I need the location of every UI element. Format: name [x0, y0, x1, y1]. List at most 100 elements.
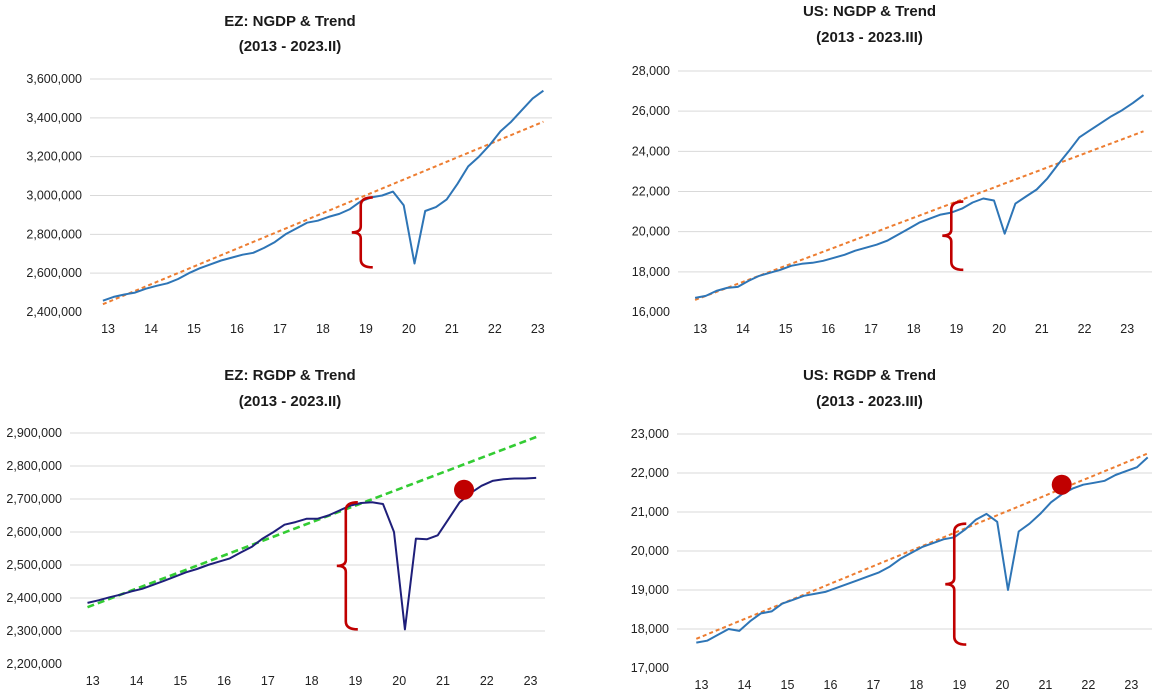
series-line-ngdp — [694, 94, 1145, 299]
chart-title: US: RGDP & Trend — [802, 367, 937, 384]
chart-panel-ez-rgdp: EZ: RGDP & Trend (2013 - 2023.II) 2,200,… — [0, 346, 580, 692]
y-tick-label: 2,700,000 — [6, 492, 62, 506]
x-tick-label: 20 — [392, 674, 406, 688]
chart-panel-us-rgdp: US: RGDP & Trend (2013 - 2023.III) 17,00… — [580, 346, 1159, 692]
x-tick-label: 13 — [695, 678, 709, 692]
x-tick-label: 22 — [480, 674, 494, 688]
chart-subtitle: (2013 - 2023.III) — [816, 393, 923, 410]
x-tick-label: 20 — [402, 322, 416, 336]
y-tick-label: 2,300,000 — [6, 624, 62, 638]
x-tick-label: 16 — [230, 322, 244, 336]
chart-subtitle: (2013 - 2023.II) — [238, 393, 342, 410]
x-tick-label: 15 — [187, 322, 201, 336]
y-tick-label: 23,000 — [631, 427, 669, 441]
chart-title: US: NGDP & Trend — [802, 3, 937, 20]
y-tick-label: 16,000 — [632, 305, 670, 319]
x-tick-label: 16 — [824, 678, 838, 692]
x-tick-label: 19 — [952, 678, 966, 692]
chart-title: EZ: RGDP & Trend — [224, 367, 356, 384]
y-tick-label: 2,500,000 — [6, 558, 62, 572]
y-tick-label: 20,000 — [631, 544, 669, 558]
gap-brace — [351, 196, 373, 269]
x-tick-label: 20 — [995, 678, 1009, 692]
series-line-rgdp — [696, 456, 1149, 644]
y-tick-label: 18,000 — [631, 622, 669, 636]
x-tick-label: 18 — [907, 322, 921, 336]
y-tick-label: 2,400,000 — [26, 305, 82, 319]
chart-panel-us-ngdp: US: NGDP & Trend (2013 - 2023.III) 16,00… — [580, 0, 1159, 346]
y-tick-label: 2,600,000 — [6, 525, 62, 539]
x-tick-label: 13 — [693, 322, 707, 336]
x-tick-label: 23 — [531, 322, 545, 336]
chart-subtitle: (2013 - 2023.II) — [238, 38, 342, 55]
x-tick-label: 17 — [866, 678, 880, 692]
x-tick-label: 22 — [1078, 322, 1092, 336]
x-tick-label: 17 — [864, 322, 878, 336]
y-tick-label: 3,200,000 — [26, 150, 82, 164]
x-tick-label: 16 — [217, 674, 231, 688]
y-tick-label: 24,000 — [632, 144, 670, 158]
x-tick-label: 19 — [348, 674, 362, 688]
x-tick-label: 14 — [144, 322, 158, 336]
x-tick-label: 21 — [1035, 322, 1049, 336]
chart-subtitle: (2013 - 2023.III) — [816, 29, 923, 46]
x-tick-label: 18 — [909, 678, 923, 692]
y-tick-label: 28,000 — [632, 64, 670, 78]
x-tick-label: 21 — [1038, 678, 1052, 692]
x-tick-label: 21 — [436, 674, 450, 688]
series-line-ngdp — [102, 89, 544, 302]
y-tick-label: 2,400,000 — [6, 591, 62, 605]
x-tick-label: 13 — [101, 322, 115, 336]
y-tick-label: 20,000 — [632, 225, 670, 239]
x-tick-label: 22 — [488, 322, 502, 336]
y-tick-label: 2,800,000 — [6, 459, 62, 473]
x-tick-label: 15 — [173, 674, 187, 688]
chart-us-ngdp: 16,000 18,000 20,000 22,000 24,000 26,000 28,0… — [632, 64, 1152, 336]
x-tick-label: 19 — [359, 322, 373, 336]
x-tick-label: 13 — [86, 674, 100, 688]
x-tick-label: 18 — [305, 674, 319, 688]
y-tick-label: 26,000 — [632, 104, 670, 118]
chart-ez-ngdp: 2,400,000 2,600,000 2,800,000 3,000,000 3,20… — [26, 72, 552, 336]
x-tick-label: 16 — [821, 322, 835, 336]
highlight-marker — [454, 479, 475, 500]
x-tick-label: 17 — [273, 322, 287, 336]
y-tick-label: 22,000 — [631, 466, 669, 480]
x-tick-label: 19 — [949, 322, 963, 336]
y-tick-label: 3,000,000 — [26, 189, 82, 203]
gap-brace — [945, 522, 967, 646]
x-tick-label: 14 — [130, 674, 144, 688]
x-tick-label: 22 — [1081, 678, 1095, 692]
chart-us-rgdp: 17,000 18,000 19,000 20,000 21,000 22,000 23,0… — [631, 427, 1152, 692]
trend-line-trend — [695, 452, 1149, 640]
x-tick-label: 14 — [738, 678, 752, 692]
y-tick-label: 2,800,000 — [26, 227, 82, 241]
x-tick-label: 23 — [1120, 322, 1134, 336]
x-tick-label: 15 — [779, 322, 793, 336]
highlight-marker — [1051, 474, 1072, 495]
y-tick-label: 22,000 — [632, 185, 670, 199]
x-tick-label: 14 — [736, 322, 750, 336]
x-tick-label: 18 — [316, 322, 330, 336]
y-tick-label: 2,900,000 — [6, 426, 62, 440]
trend-line-trend — [102, 120, 544, 306]
y-tick-label: 3,400,000 — [26, 111, 82, 125]
chart-panel-ez-ngdp: EZ: NGDP & Trend (2013 - 2023.II) 2,400,… — [0, 0, 580, 346]
y-tick-label: 21,000 — [631, 505, 669, 519]
gap-brace — [336, 501, 358, 631]
y-tick-label: 2,200,000 — [6, 657, 62, 671]
y-tick-label: 17,000 — [631, 661, 669, 675]
chart-title: EZ: NGDP & Trend — [224, 13, 356, 30]
series-line-rgdp — [87, 476, 537, 631]
x-tick-label: 20 — [992, 322, 1006, 336]
x-tick-label: 17 — [261, 674, 275, 688]
x-tick-label: 23 — [524, 674, 538, 688]
x-tick-label: 15 — [781, 678, 795, 692]
y-tick-label: 19,000 — [631, 583, 669, 597]
chart-ez-rgdp: 2,200,000 2,300,000 2,400,000 2,500,000 2,60… — [6, 426, 545, 688]
y-tick-label: 3,600,000 — [26, 72, 82, 86]
y-tick-label: 18,000 — [632, 265, 670, 279]
trend-line-trend — [87, 435, 537, 609]
y-tick-label: 2,600,000 — [26, 266, 82, 280]
x-tick-label: 23 — [1124, 678, 1138, 692]
